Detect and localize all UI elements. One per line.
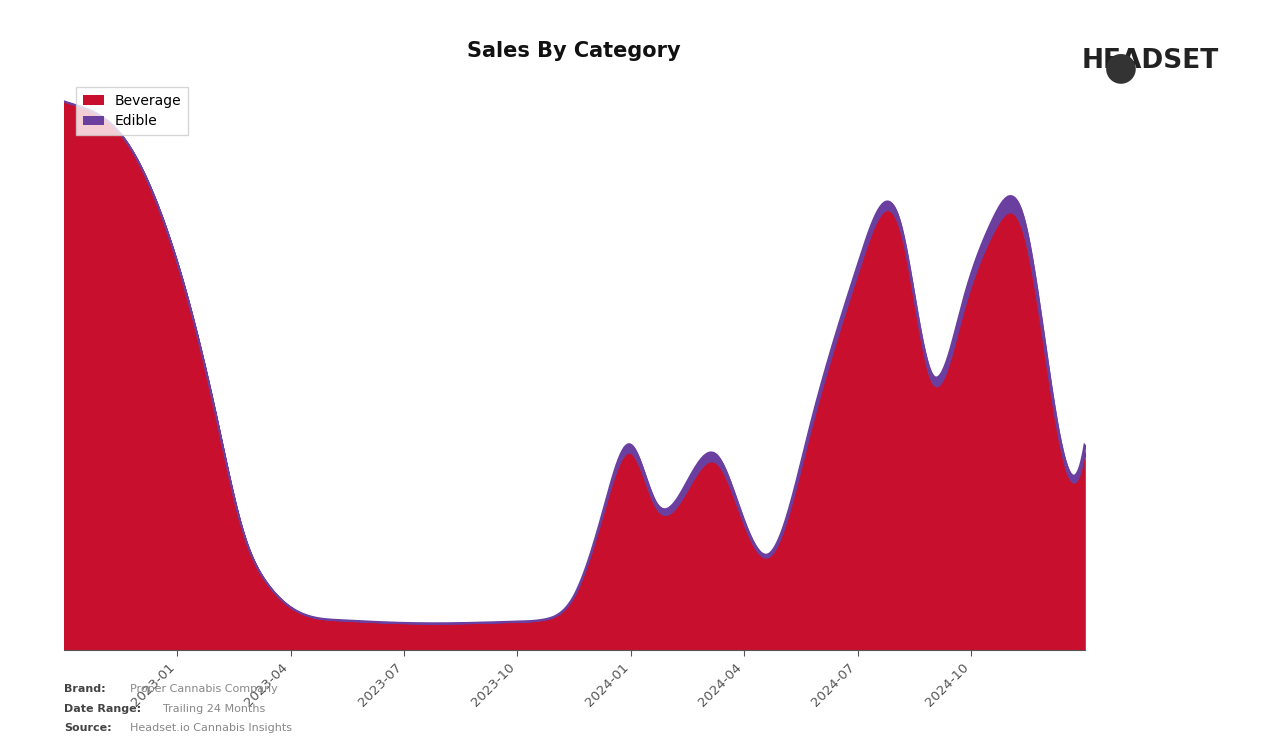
Text: Trailing 24 Months: Trailing 24 Months	[163, 704, 265, 714]
Text: ●: ●	[1104, 48, 1137, 86]
Text: Source:: Source:	[64, 723, 111, 733]
Legend: Beverage, Edible: Beverage, Edible	[75, 86, 189, 135]
Text: HEADSET: HEADSET	[1081, 48, 1219, 74]
Title: Sales By Category: Sales By Category	[467, 41, 681, 61]
Text: Proper Cannabis Company: Proper Cannabis Company	[130, 684, 278, 694]
Text: Headset.io Cannabis Insights: Headset.io Cannabis Insights	[130, 723, 292, 733]
Text: Date Range:: Date Range:	[64, 704, 140, 714]
Text: Brand:: Brand:	[64, 684, 106, 694]
